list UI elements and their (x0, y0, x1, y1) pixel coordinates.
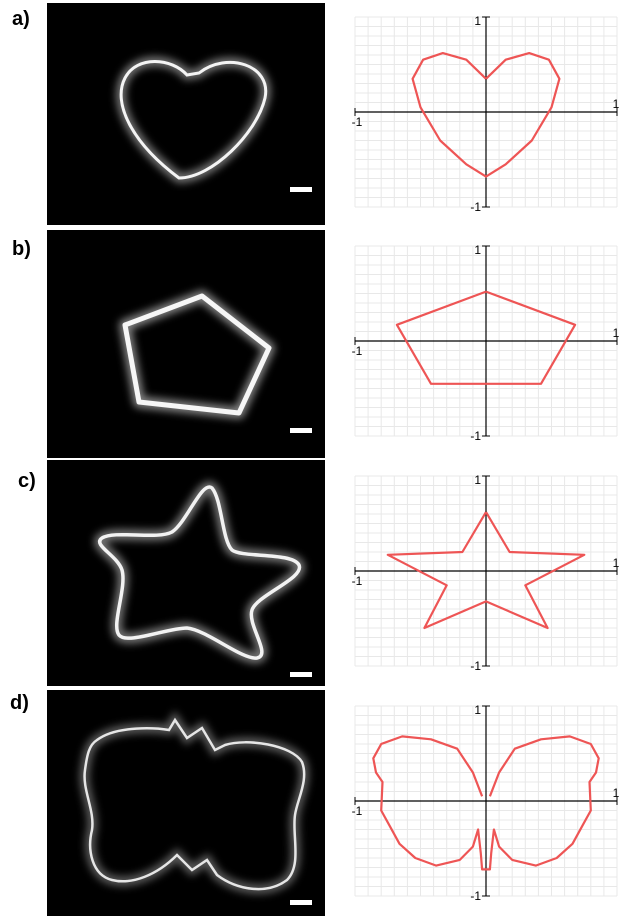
tick-label: 1 (613, 786, 620, 800)
scale-bar (290, 900, 312, 905)
panel-label: d) (10, 692, 29, 714)
tick-label: -1 (470, 429, 481, 443)
panel-label: b) (12, 238, 31, 260)
panel-label: a) (12, 8, 30, 30)
tick-label: -1 (470, 889, 481, 903)
scale-bar (290, 672, 312, 677)
panel-label: c) (18, 470, 36, 492)
panel-a: a) -1 1 1 -1 (0, 0, 630, 228)
tick-label: -1 (352, 574, 363, 588)
shape-curve-star (386, 511, 586, 630)
shape-curve-heart (411, 51, 561, 178)
panel-b: b) -1 1 1 -1 (0, 228, 630, 458)
shape-plot-heart: -1 1 1 -1 (335, 0, 630, 228)
scale-bar (290, 187, 312, 192)
shape-plot-butterfly: -1 1 1 -1 (335, 688, 630, 918)
panel-d: d) -1 1 1 -1 (0, 688, 630, 918)
tick-label: 1 (613, 326, 620, 340)
tick-label: 1 (474, 14, 481, 28)
microscope-photo-pentagon (47, 230, 325, 458)
tick-label: -1 (470, 659, 481, 673)
tick-label: -1 (352, 344, 363, 358)
tick-label: 1 (474, 473, 481, 487)
microscope-photo-star (47, 460, 325, 686)
shape-plot-pentagon: -1 1 1 -1 (335, 228, 630, 458)
tick-label: 1 (613, 97, 620, 111)
tick-label: -1 (352, 115, 363, 129)
panel-c: c) -1 1 1 -1 (0, 458, 630, 688)
tick-label: -1 (352, 804, 363, 818)
microscope-photo-butterfly (47, 690, 325, 916)
tick-label: 1 (613, 556, 620, 570)
tick-label: 1 (474, 243, 481, 257)
tick-label: -1 (470, 200, 481, 214)
scale-bar (290, 428, 312, 433)
microscope-photo-heart (47, 3, 325, 225)
tick-label: 1 (474, 703, 481, 717)
shape-plot-star: -1 1 1 -1 (335, 458, 630, 688)
shape-curve-butterfly (372, 735, 600, 871)
shape-curve-pentagon (395, 290, 577, 385)
